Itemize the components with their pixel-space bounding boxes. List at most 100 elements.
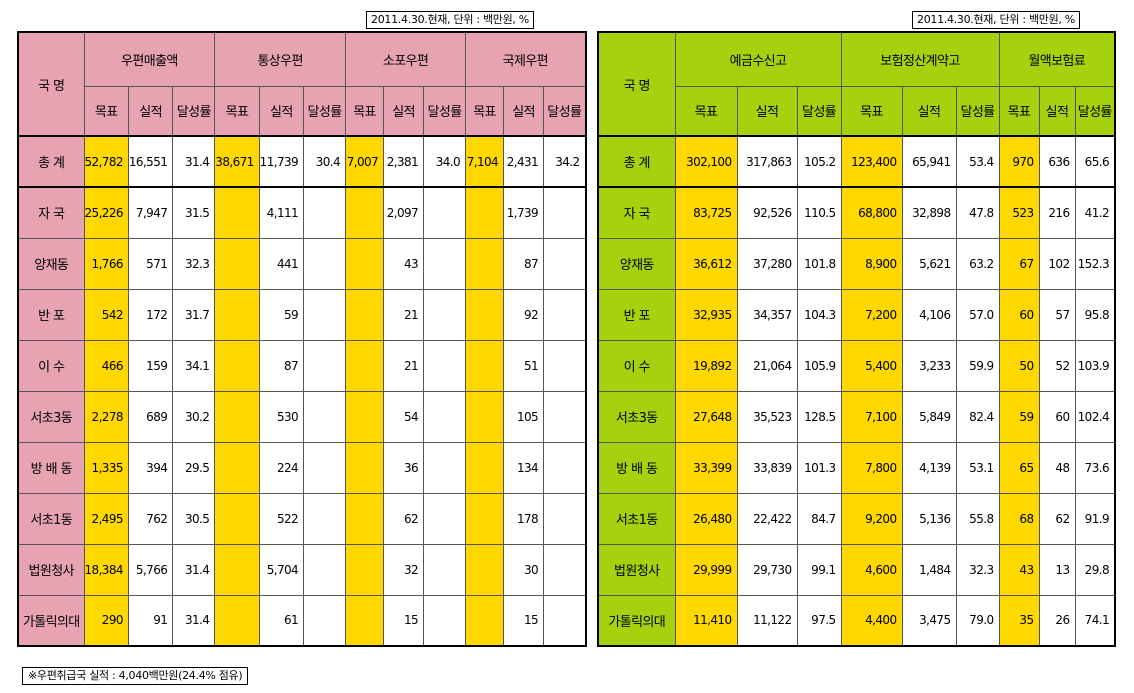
rate-cell: 31.4: [172, 543, 216, 596]
actual-cell: 54: [383, 390, 425, 443]
rate-cell: [423, 543, 467, 596]
target-cell: [345, 492, 385, 545]
actual-cell: 2,381: [383, 135, 425, 188]
rate-cell: 31.4: [172, 594, 216, 647]
rate-cell: 128.5: [796, 390, 842, 443]
office-name-header: 국 명: [597, 31, 676, 137]
target-cell: 35: [998, 594, 1040, 647]
target-cell: 466: [83, 339, 129, 392]
subheader-cell: 달성률: [543, 85, 587, 137]
actual-cell: 33,839: [736, 441, 798, 494]
office-name: 자 국: [597, 186, 676, 239]
target-cell: 290: [83, 594, 129, 647]
table-row: 이 수 19,892 21,064 105.9 5,400 3,233 59.9 50 52 10…: [597, 339, 1116, 392]
subheader-cell: 달성률: [796, 85, 842, 137]
target-cell: 26,480: [674, 492, 738, 545]
target-cell: 5,400: [840, 339, 903, 392]
rate-cell: [543, 441, 587, 494]
rate-cell: 30.5: [172, 492, 216, 545]
actual-cell: 61: [258, 594, 305, 647]
target-cell: [465, 441, 505, 494]
table-row: 법원청사 29,999 29,730 99.1 4,600 1,484 32.3 43 13 29…: [597, 543, 1116, 596]
rate-cell: 74.1: [1074, 594, 1116, 647]
rate-cell: 73.6: [1074, 441, 1116, 494]
total-row: 총 계 52,782 16,551 31.4 38,671 11,739 30.4 7,007…: [17, 135, 587, 188]
actual-cell: 317,863: [736, 135, 798, 188]
actual-cell: 102: [1038, 237, 1076, 290]
rate-cell: 91.9: [1074, 492, 1116, 545]
office-name: 양재동: [597, 237, 676, 290]
actual-cell: 5,136: [901, 492, 957, 545]
rate-cell: 34.0: [423, 135, 467, 188]
target-cell: 123,400: [840, 135, 903, 188]
table-row: 반 포 542 172 31.7 59 21 92: [17, 288, 587, 341]
office-name: 방 배 동: [17, 441, 85, 494]
actual-cell: 159: [127, 339, 174, 392]
actual-cell: 43: [383, 237, 425, 290]
target-cell: 65: [998, 441, 1040, 494]
table-row: 반 포 32,935 34,357 104.3 7,200 4,106 57.0 60 57 95…: [597, 288, 1116, 341]
target-cell: 43: [998, 543, 1040, 596]
table-row: 이 수 466 159 34.1 87 21 51: [17, 339, 587, 392]
actual-cell: 15: [383, 594, 425, 647]
rate-cell: [423, 339, 467, 392]
rate-cell: 57.0: [955, 288, 1000, 341]
target-cell: 2,495: [83, 492, 129, 545]
target-cell: [214, 288, 260, 341]
actual-cell: 32,898: [901, 186, 957, 239]
actual-cell: 65,941: [901, 135, 957, 188]
rate-cell: 105.2: [796, 135, 842, 188]
subheader-cell: 달성률: [423, 85, 467, 137]
table-row: 자 국 83,725 92,526 110.5 68,800 32,898 47.8 523 2…: [597, 186, 1116, 239]
table-row: 서초3동 27,648 35,523 128.5 7,100 5,849 82.4 59 60 1…: [597, 390, 1116, 443]
target-cell: 27,648: [674, 390, 738, 443]
table-row: 방 배 동 33,399 33,839 101.3 7,800 4,139 53.1 65 48…: [597, 441, 1116, 494]
actual-cell: 5,621: [901, 237, 957, 290]
subheader-cell: 실적: [503, 85, 545, 137]
rate-cell: [543, 339, 587, 392]
subheader-cell: 실적: [901, 85, 957, 137]
actual-cell: 21: [383, 339, 425, 392]
target-cell: 7,007: [345, 135, 385, 188]
rate-cell: [303, 441, 347, 494]
target-cell: 7,800: [840, 441, 903, 494]
actual-cell: 92,526: [736, 186, 798, 239]
table-row: 법원청사 18,384 5,766 31.4 5,704 32 30: [17, 543, 587, 596]
rate-cell: [543, 390, 587, 443]
office-name: 양재동: [17, 237, 85, 290]
rate-cell: 47.8: [955, 186, 1000, 239]
subheader-cell: 달성률: [1074, 85, 1116, 137]
actual-cell: 60: [1038, 390, 1076, 443]
actual-cell: 7,947: [127, 186, 174, 239]
rate-cell: 103.9: [1074, 339, 1116, 392]
target-cell: [465, 543, 505, 596]
target-cell: [345, 441, 385, 494]
rate-cell: 31.7: [172, 288, 216, 341]
rate-cell: [543, 288, 587, 341]
office-name: 서초3동: [17, 390, 85, 443]
actual-cell: 4,106: [901, 288, 957, 341]
subheader-cell: 실적: [736, 85, 798, 137]
rate-cell: 31.5: [172, 186, 216, 239]
table-row: 자 국 25,226 7,947 31.5 4,111 2,097 1,739: [17, 186, 587, 239]
subheader-cell: 달성률: [303, 85, 347, 137]
office-name: 이 수: [597, 339, 676, 392]
target-cell: 7,200: [840, 288, 903, 341]
subheader-cell: 달성률: [955, 85, 1000, 137]
target-cell: [465, 594, 505, 647]
rate-cell: 101.8: [796, 237, 842, 290]
office-name: 가톨릭의대: [17, 594, 85, 647]
office-name: 법원청사: [17, 543, 85, 596]
rate-cell: 95.8: [1074, 288, 1116, 341]
rate-cell: 31.4: [172, 135, 216, 188]
subheader-cell: 실적: [127, 85, 174, 137]
actual-cell: 87: [258, 339, 305, 392]
rate-cell: [423, 288, 467, 341]
actual-cell: 636: [1038, 135, 1076, 188]
actual-cell: 4,111: [258, 186, 305, 239]
actual-cell: 16,551: [127, 135, 174, 188]
rate-cell: [543, 492, 587, 545]
target-cell: 19,892: [674, 339, 738, 392]
actual-cell: 15: [503, 594, 545, 647]
actual-cell: 34,357: [736, 288, 798, 341]
